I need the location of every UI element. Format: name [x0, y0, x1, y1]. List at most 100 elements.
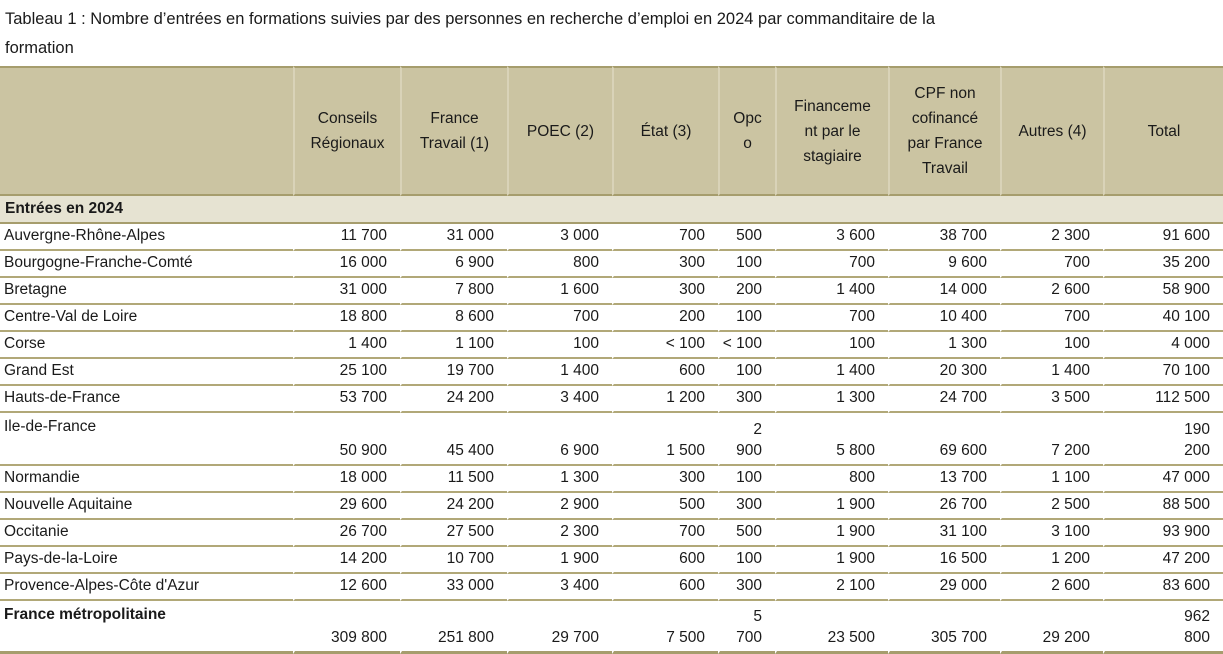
cell-value: 29 600: [293, 493, 400, 520]
cell-value: 40 100: [1103, 305, 1223, 332]
table-row: Corse 1 400 1 100 100 < 100 < 100 100 1 300 100 4…: [0, 332, 1223, 359]
cell-value: 700: [775, 305, 888, 332]
cell-value: 500: [718, 520, 775, 547]
cell-value: 3 400: [507, 386, 612, 413]
cell-value: 300: [718, 574, 775, 601]
region-label: Centre-Val de Loire: [0, 305, 293, 332]
cell-value: 19 700: [400, 359, 507, 386]
column-header: Financeme nt par le stagiaire: [775, 66, 888, 196]
table-row: Centre-Val de Loire 18 800 8 600 700 200 100 7…: [0, 305, 1223, 332]
data-table: Conseils Régionaux France Travail (1) POEC…: [0, 66, 1223, 654]
cell-value: 1 100: [400, 332, 507, 359]
cell-value: 300: [718, 386, 775, 413]
cell-value: 5 700: [718, 601, 775, 654]
cell-value: 1 200: [612, 386, 718, 413]
cell-value: 600: [612, 547, 718, 574]
cell-value: 1 400: [775, 359, 888, 386]
cell-value: 305 700: [888, 601, 1000, 654]
cell-value: 700: [1000, 305, 1103, 332]
cell-value: 300: [718, 493, 775, 520]
cell-value: 190 200: [1103, 413, 1223, 466]
cell-value: 2 600: [1000, 278, 1103, 305]
cell-value: 1 400: [775, 278, 888, 305]
column-header: POEC (2): [507, 66, 612, 196]
cell-value: 4 000: [1103, 332, 1223, 359]
cell-value: 1 300: [888, 332, 1000, 359]
cell-value: 100: [718, 359, 775, 386]
cell-value: 500: [612, 493, 718, 520]
cell-value: 23 500: [775, 601, 888, 654]
table-row: Hauts-de-France 53 700 24 200 3 400 1 200 300…: [0, 386, 1223, 413]
column-header: Opc o: [718, 66, 775, 196]
cell-value: 12 600: [293, 574, 400, 601]
cell-value: 25 100: [293, 359, 400, 386]
cell-value: 10 400: [888, 305, 1000, 332]
region-label: Bourgogne-Franche-Comté: [0, 251, 293, 278]
cell-value: 700: [775, 251, 888, 278]
cell-value: 700: [1000, 251, 1103, 278]
cell-value: 600: [612, 359, 718, 386]
table-row: France métropolitaine 309 800 251 800 29 70…: [0, 601, 1223, 654]
cell-value: 29 000: [888, 574, 1000, 601]
cell-value: 100: [718, 251, 775, 278]
cell-value: 45 400: [400, 413, 507, 466]
cell-value: 200: [718, 278, 775, 305]
cell-value: 8 600: [400, 305, 507, 332]
cell-value: 2 900: [507, 493, 612, 520]
cell-value: 83 600: [1103, 574, 1223, 601]
table-header: Conseils Régionaux France Travail (1) POEC…: [0, 66, 1223, 196]
cell-value: 1 500: [612, 413, 718, 466]
cell-value: 9 600: [888, 251, 1000, 278]
table-row: Ile-de-France 50 900 45 400 6 900 1 500 2 900…: [0, 413, 1223, 466]
header-row: Conseils Régionaux France Travail (1) POEC…: [0, 66, 1223, 196]
cell-value: 1 300: [507, 466, 612, 493]
column-header: CPF non cofinancé par France Travail: [888, 66, 1000, 196]
table-row: Occitanie 26 700 27 500 2 300 700 500 1 900 31 …: [0, 520, 1223, 547]
cell-value: 6 900: [400, 251, 507, 278]
table-row: Auvergne-Rhône-Alpes 11 700 31 000 3 000 700…: [0, 224, 1223, 251]
cell-value: 100: [718, 466, 775, 493]
region-label: Normandie: [0, 466, 293, 493]
cell-value: 88 500: [1103, 493, 1223, 520]
cell-value: 13 700: [888, 466, 1000, 493]
region-label: Provence-Alpes-Côte d'Azur: [0, 574, 293, 601]
cell-value: 3 400: [507, 574, 612, 601]
cell-value: 962 800: [1103, 601, 1223, 654]
cell-value: 1 200: [1000, 547, 1103, 574]
cell-value: 50 900: [293, 413, 400, 466]
section-row: Entrées en 2024: [0, 196, 1223, 224]
cell-value: 1 900: [775, 493, 888, 520]
cell-value: 24 200: [400, 386, 507, 413]
region-label: Pays-de-la-Loire: [0, 547, 293, 574]
cell-value: 2 900: [718, 413, 775, 466]
cell-value: 5 800: [775, 413, 888, 466]
cell-value: 91 600: [1103, 224, 1223, 251]
cell-value: 24 700: [888, 386, 1000, 413]
cell-value: 500: [718, 224, 775, 251]
column-header: État (3): [612, 66, 718, 196]
table-body: Entrées en 2024 Auvergne-Rhône-Alpes 11 70…: [0, 196, 1223, 654]
cell-value: 3 000: [507, 224, 612, 251]
column-header: Total: [1103, 66, 1223, 196]
cell-value: 251 800: [400, 601, 507, 654]
cell-value: 2 300: [1000, 224, 1103, 251]
cell-value: 1 900: [775, 547, 888, 574]
cell-value: 10 700: [400, 547, 507, 574]
cell-value: 3 100: [1000, 520, 1103, 547]
cell-value: 16 000: [293, 251, 400, 278]
cell-value: 1 600: [507, 278, 612, 305]
cell-value: 35 200: [1103, 251, 1223, 278]
table-title: Tableau 1 : Nombre d’entrées en formatio…: [5, 10, 936, 57]
cell-value: 14 200: [293, 547, 400, 574]
region-label: Auvergne-Rhône-Alpes: [0, 224, 293, 251]
cell-value: 3 500: [1000, 386, 1103, 413]
cell-value: < 100: [718, 332, 775, 359]
header-cell-empty: [0, 66, 293, 196]
cell-value: 1 400: [507, 359, 612, 386]
cell-value: 26 700: [888, 493, 1000, 520]
cell-value: 2 600: [1000, 574, 1103, 601]
cell-value: 7 200: [1000, 413, 1103, 466]
cell-value: 93 900: [1103, 520, 1223, 547]
cell-value: 100: [718, 547, 775, 574]
cell-value: 70 100: [1103, 359, 1223, 386]
